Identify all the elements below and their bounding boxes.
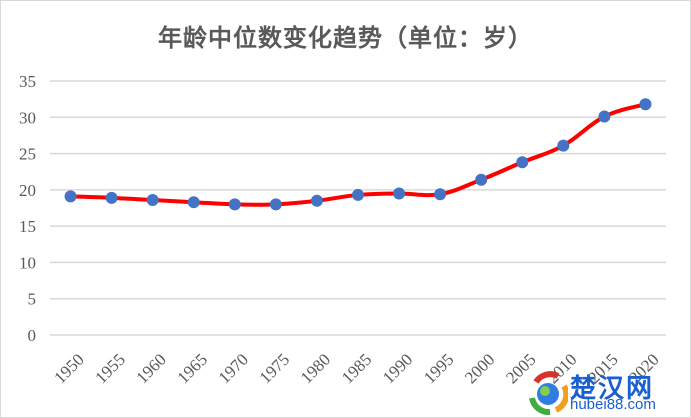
watermark-url: hubei88.com [570,396,656,413]
x-tick-label: 2000 [461,350,498,387]
data-point-marker [310,194,323,207]
chart-title: 年龄中位数变化趋势（单位：岁） [158,23,533,52]
y-axis-ticks: 0 5 10 15 20 25 30 35 [19,72,36,345]
data-point-marker [228,198,241,211]
y-tick-label: 35 [19,72,36,91]
x-tick-label: 1970 [215,350,252,387]
data-point-marker [187,196,200,209]
x-tick-label: 1980 [297,350,334,387]
y-tick-label: 20 [19,181,36,200]
data-point-marker [516,156,529,169]
data-point-marker [557,139,570,152]
y-tick-label: 25 [19,145,36,164]
x-tick-label: 1950 [50,350,87,387]
x-tick-label: 1975 [256,350,293,387]
x-tick-label: 1995 [420,350,457,387]
x-tick-label: 1955 [91,350,128,387]
data-point-marker [352,188,364,201]
data-point-marker [393,187,406,200]
data-point-marker [146,194,159,207]
data-markers [64,98,652,211]
x-tick-label: 1965 [174,350,211,387]
x-tick-label: 1985 [338,350,375,387]
x-tick-label: 1960 [133,350,170,387]
x-tick-label: 1990 [379,350,416,387]
data-point-marker [269,198,282,211]
watermark-name: 楚汉网 [570,374,655,404]
y-tick-label: 15 [19,217,36,236]
data-point-marker [105,191,118,204]
data-point-marker [639,98,652,111]
y-tick-label: 0 [28,326,37,345]
gridlines [50,80,666,336]
y-tick-label: 5 [28,290,37,309]
data-point-marker [64,190,77,203]
data-point-marker [598,110,611,123]
y-tick-label: 10 [19,253,36,272]
data-point-marker [434,188,447,201]
watermark: 楚汉网 hubei88.com [528,368,688,416]
globe-logo-icon [529,371,568,416]
y-tick-label: 30 [19,108,36,127]
data-point-marker [475,173,488,186]
